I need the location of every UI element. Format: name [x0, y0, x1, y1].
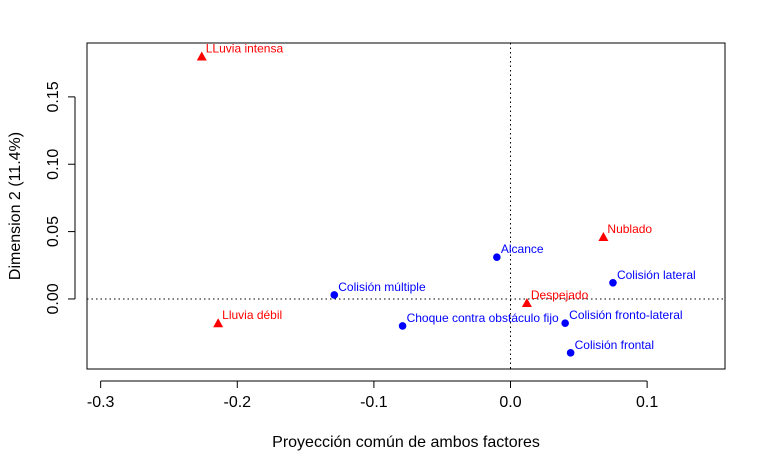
y-tick-label: 0.10 — [45, 149, 62, 180]
x-tick-label: 0.0 — [499, 394, 521, 411]
point-label: Alcance — [501, 242, 544, 256]
y-tick-label: 0.15 — [45, 81, 62, 112]
reference-lines — [87, 43, 725, 369]
data-point-circle — [566, 349, 575, 357]
point-label: Colisión múltiple — [338, 280, 426, 294]
data-point-circle — [493, 253, 501, 261]
x-tick-label: 0.1 — [636, 394, 658, 411]
x-tick-label: -0.1 — [360, 394, 388, 411]
point-label: Colisión fronto-lateral — [569, 308, 682, 322]
x-axis: -0.3 -0.2 -0.1 0.0 0.1 — [87, 380, 658, 411]
point-label: Colisión lateral — [617, 268, 696, 282]
y-tick-label: 0.00 — [45, 283, 62, 314]
data-point-circle — [561, 319, 569, 327]
data-point-circle — [609, 278, 617, 287]
data-point-triangle — [598, 231, 609, 241]
data-point-triangle — [521, 297, 532, 307]
point-label: Choque contra obstáculo fijo — [407, 311, 559, 325]
data-point-triangle — [213, 318, 224, 328]
point-label: Lluvia débil — [222, 308, 282, 322]
data-points: LLuvia intensa Lluvia débil Nublado Despeja… — [196, 41, 696, 357]
point-label: Despejado — [531, 288, 589, 302]
x-tick-label: -0.2 — [223, 394, 251, 411]
point-label: LLuvia intensa — [206, 41, 284, 55]
plot-frame — [86, 42, 726, 370]
y-axis: 0.00 0.05 0.10 0.15 — [45, 81, 76, 315]
data-point-triangle — [196, 51, 207, 61]
y-axis-title: Dimension 2 (11.4%) — [7, 132, 24, 280]
x-tick-label: -0.3 — [87, 394, 115, 411]
x-axis-title: Proyección común de ambos factores — [272, 434, 540, 451]
point-label: Colisión frontal — [575, 338, 654, 352]
data-point-circle — [330, 291, 339, 299]
point-label: Nublado — [607, 222, 652, 236]
y-tick-label: 0.05 — [45, 216, 62, 247]
data-point-circle — [398, 322, 407, 330]
